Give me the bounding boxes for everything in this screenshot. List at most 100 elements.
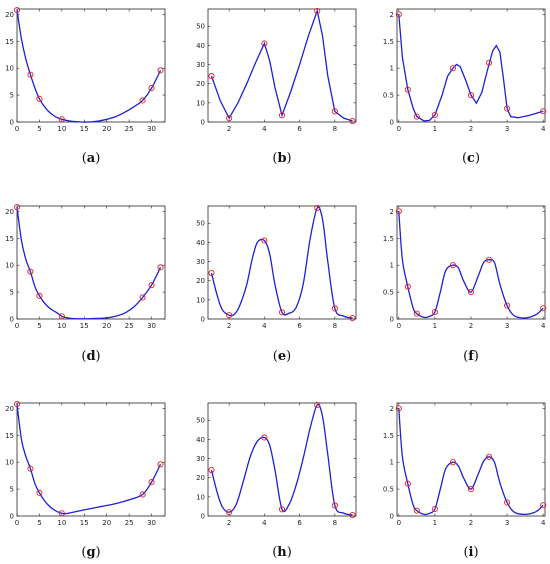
data-point (148, 85, 155, 92)
panel-caption: (a) (82, 151, 101, 166)
x-tick-label: 0 (397, 125, 401, 133)
plot-frame (396, 8, 546, 123)
y-tick-label: 0 (10, 316, 14, 324)
data-point (449, 65, 457, 72)
x-tick-label: 4 (262, 322, 267, 330)
data-point (349, 511, 356, 519)
data-point (278, 506, 286, 513)
panel-f: 0 1 2 3 4 0 0.5 1 1.5 2 (f) (383, 205, 547, 364)
data-point (27, 465, 34, 472)
series-line (398, 408, 544, 516)
data-point (139, 491, 146, 498)
y-tick-label: 1 (390, 459, 394, 467)
data-point (208, 269, 215, 277)
y-tick-label: 20 (196, 80, 205, 88)
panel-a: 0 5 10 15 20 25 30 0 5 10 15 20 (a) (5, 7, 166, 166)
data-point (226, 312, 233, 319)
data-point (449, 262, 457, 269)
y-tick-label: 0 (201, 513, 205, 521)
y-tick-label: 40 (196, 239, 205, 247)
data-point (58, 116, 65, 123)
y-tick-label: 0 (390, 513, 394, 521)
x-tick-label: 25 (125, 519, 134, 527)
y-tick-label: 1.5 (383, 235, 394, 243)
x-tick-label: 10 (57, 322, 66, 330)
panel-caption: (i) (463, 545, 478, 560)
y-tick-label: 0 (10, 513, 14, 521)
x-tick-label: 3 (505, 125, 509, 133)
panel-caption: (e) (273, 349, 291, 364)
data-point (261, 237, 268, 244)
data-point (540, 108, 547, 115)
data-point (278, 309, 286, 316)
data-point (449, 459, 457, 466)
data-point (148, 479, 155, 486)
plot-frame (16, 205, 166, 320)
data-point (314, 204, 321, 211)
panel-d: 0 5 10 15 20 25 30 0 5 10 15 20 (d) (5, 204, 166, 364)
y-tick-label: 20 (5, 405, 14, 413)
x-tick-label: 25 (125, 125, 134, 133)
data-point (226, 509, 233, 516)
panel-caption: (f) (463, 349, 479, 364)
data-point (139, 294, 146, 301)
y-tick-label: 10 (5, 459, 14, 467)
data-point (13, 7, 21, 14)
panel-h: 2 4 6 8 0 10 20 30 40 50 (h) (196, 401, 357, 560)
y-tick-label: 30 (196, 258, 205, 266)
data-point (36, 95, 43, 102)
y-tick-label: 10 (5, 262, 14, 270)
plot-frame (207, 402, 357, 517)
x-tick-label: 20 (102, 322, 111, 330)
data-point (208, 72, 215, 80)
y-tick-label: 10 (5, 65, 14, 73)
plot-frame (207, 205, 357, 320)
data-point (395, 11, 402, 18)
data-point (485, 256, 493, 263)
data-point (148, 282, 155, 289)
x-tick-label: 2 (469, 125, 473, 133)
data-point (395, 405, 402, 412)
x-tick-label: 2 (469, 322, 473, 330)
panel-i: 0 1 2 3 4 0 0.5 1 1.5 2 (i) (383, 402, 547, 560)
x-tick-label: 6 (297, 519, 302, 527)
data-point (540, 502, 547, 509)
x-tick-label: 10 (57, 125, 66, 133)
x-tick-label: 6 (297, 125, 302, 133)
series-line (210, 403, 353, 516)
data-point (485, 59, 493, 66)
series-line (16, 9, 162, 123)
x-tick-label: 5 (37, 125, 41, 133)
data-point (36, 292, 43, 299)
y-tick-label: 40 (196, 436, 205, 444)
y-tick-label: 20 (196, 474, 205, 482)
x-tick-label: 1 (433, 125, 437, 133)
x-tick-label: 15 (80, 519, 89, 527)
data-point (485, 453, 493, 460)
data-point (431, 111, 438, 119)
x-tick-label: 4 (541, 519, 546, 527)
y-tick-label: 15 (5, 38, 14, 46)
y-tick-label: 2 (390, 11, 394, 19)
data-point (467, 92, 475, 99)
data-point (349, 117, 356, 125)
plot-frame (207, 8, 357, 123)
data-point (27, 71, 34, 78)
data-point (404, 86, 411, 93)
y-tick-label: 0 (201, 316, 205, 324)
data-point (467, 486, 475, 493)
data-point (395, 208, 402, 215)
data-point (278, 112, 286, 119)
y-tick-label: 2 (390, 405, 394, 413)
data-point (314, 7, 321, 14)
panel-b: 2 4 6 8 0 10 20 30 40 50 (b) (196, 7, 357, 166)
data-point (13, 401, 21, 408)
y-tick-label: 15 (5, 432, 14, 440)
data-point (504, 302, 511, 309)
series-line (210, 8, 353, 122)
data-point (27, 268, 34, 275)
y-tick-label: 50 (196, 417, 205, 425)
y-tick-label: 0.5 (383, 289, 394, 297)
data-point (540, 305, 547, 312)
